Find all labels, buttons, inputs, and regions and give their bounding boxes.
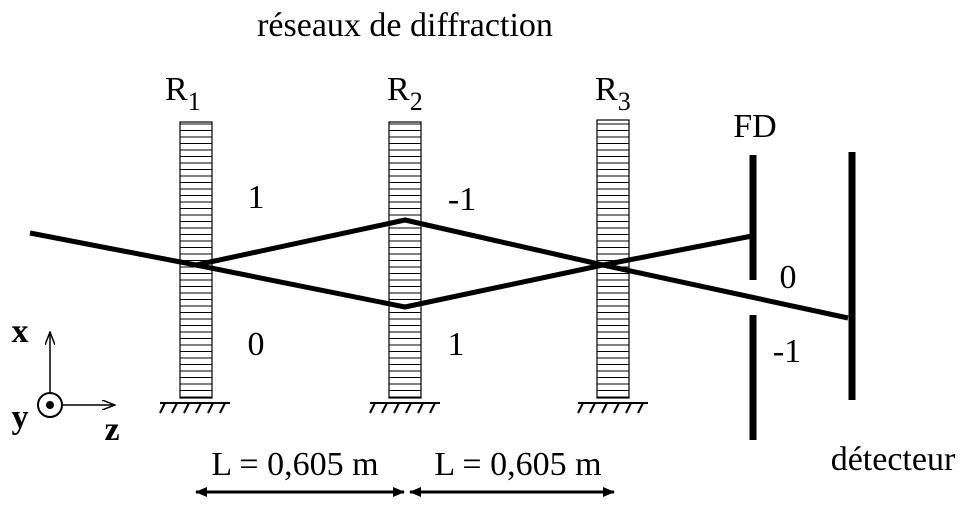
distance-label: L = 0,605 m bbox=[211, 446, 378, 483]
grating-label: R1 bbox=[165, 71, 201, 116]
detector-label: détecteur bbox=[831, 441, 956, 478]
grating bbox=[577, 119, 648, 414]
axis-label: z bbox=[104, 411, 119, 448]
grating bbox=[369, 121, 440, 414]
order-label: -1 bbox=[448, 181, 476, 218]
axis-label: y bbox=[12, 399, 29, 436]
title: réseaux de diffraction bbox=[257, 7, 553, 44]
grating-label: R3 bbox=[595, 71, 631, 116]
order-label: -1 bbox=[773, 333, 801, 370]
grating bbox=[159, 121, 230, 414]
slit-label: FD bbox=[733, 108, 776, 145]
grating-label: R2 bbox=[387, 71, 423, 116]
gratings bbox=[159, 119, 648, 414]
order-label: 1 bbox=[448, 326, 465, 363]
order-label: 0 bbox=[780, 259, 797, 296]
beams bbox=[29, 217, 849, 321]
order-label: 0 bbox=[248, 326, 265, 363]
distance-label: L = 0,605 m bbox=[434, 446, 601, 483]
order-label: 1 bbox=[248, 179, 265, 216]
axis-label: x bbox=[12, 313, 29, 350]
axes bbox=[37, 332, 115, 418]
